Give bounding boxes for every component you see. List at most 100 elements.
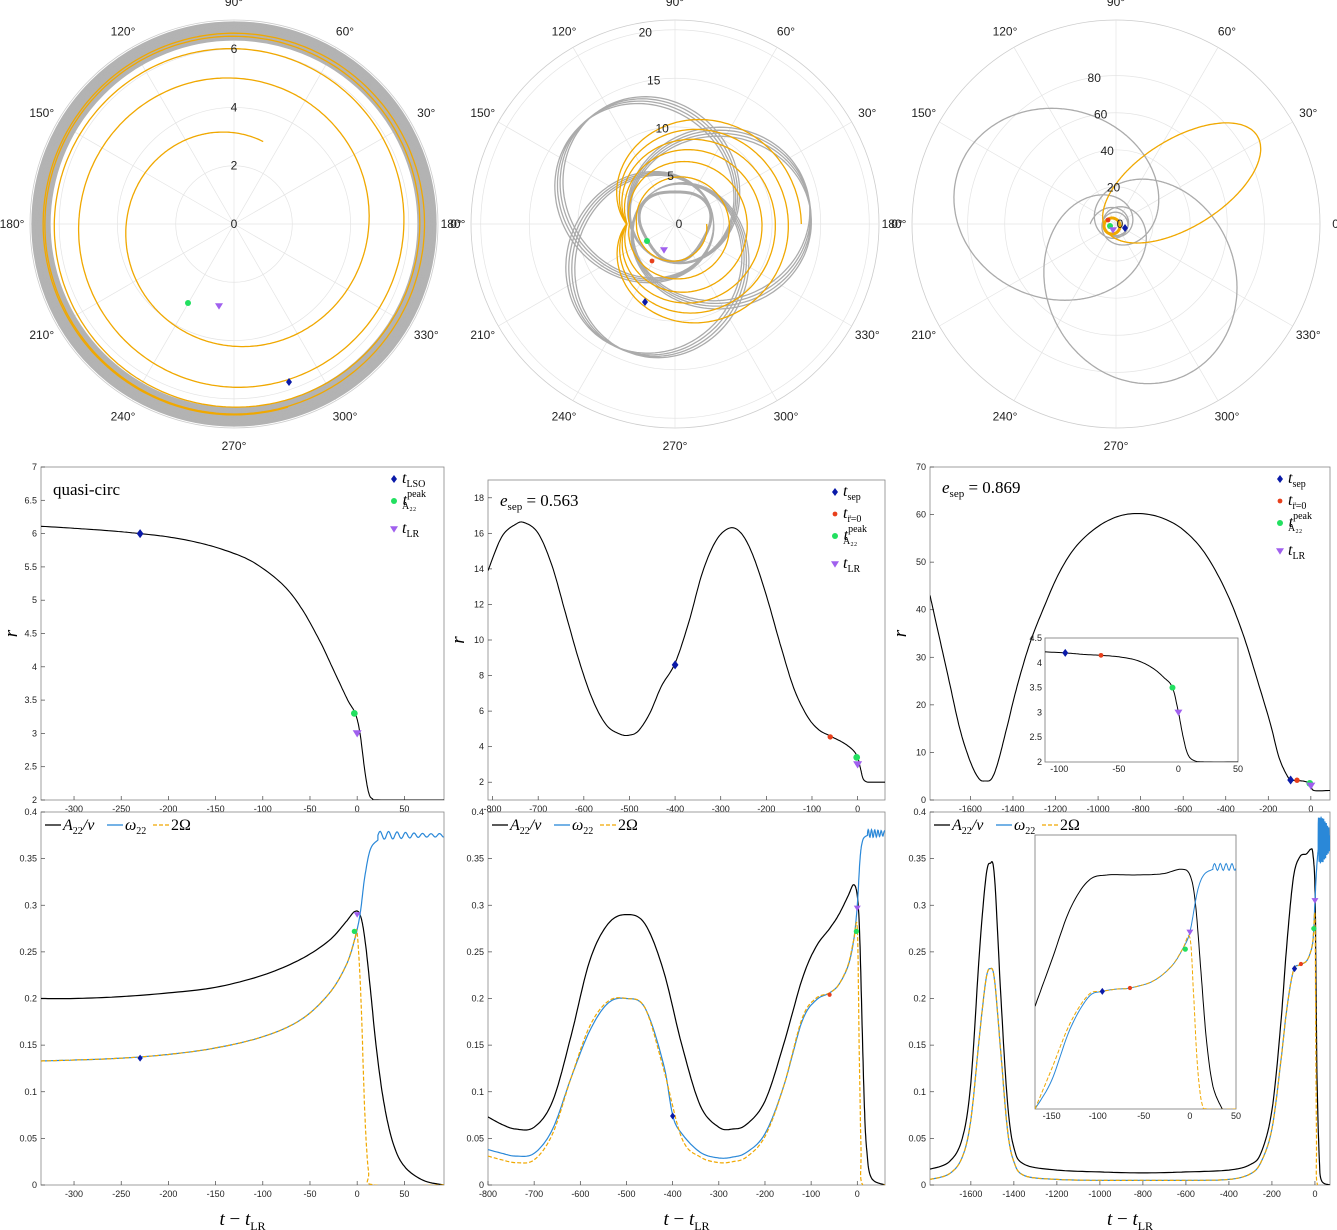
- legend-entry: ω22: [125, 817, 146, 837]
- x-tick-label: 50: [399, 1189, 409, 1199]
- gray-orbit: [39, 29, 429, 419]
- legend-entry: A22/ν: [62, 817, 95, 837]
- inset-frame: [1044, 637, 1239, 763]
- x-tick-label: 0: [855, 804, 860, 814]
- r-curve: [41, 525, 444, 800]
- marker-t-lr: [390, 526, 398, 533]
- t2: t: [1132, 1209, 1138, 1230]
- polar-angle-label: 90°: [1107, 0, 1125, 9]
- y-tick-label: 0.25: [908, 947, 926, 957]
- y-tick-label: 0.4: [24, 807, 37, 817]
- polar-angle-label: 180°: [441, 217, 466, 231]
- x-tick-label: -500: [617, 1189, 635, 1199]
- plot-frame: [487, 479, 886, 801]
- y-tick-label: 3.5: [24, 695, 37, 705]
- x-tick-label: 50: [399, 804, 409, 814]
- y-tick-label: 2: [479, 777, 484, 787]
- legend-entry: 2Ω: [171, 817, 191, 834]
- y-tick-label: 6.5: [24, 495, 37, 505]
- base: 2Ω: [1060, 817, 1080, 834]
- y-tick-label: 0.2: [471, 994, 484, 1004]
- polar-angle-label: 270°: [663, 439, 688, 453]
- sub: 22: [520, 826, 530, 837]
- y-tick-label: 6: [32, 529, 37, 539]
- inset-x-tick-label: 0: [1187, 1111, 1192, 1121]
- t: t: [663, 1209, 669, 1230]
- inset-plot: [1035, 862, 1236, 1109]
- marker-t-lr: [1306, 782, 1316, 790]
- e-sep-annotation: esep = 0.869: [942, 478, 1021, 500]
- gray-orbit: [34, 24, 434, 424]
- marker-t-lr: [1276, 548, 1284, 555]
- y-tick-label: 0.3: [471, 900, 484, 910]
- polar-radial-label: 0: [676, 217, 683, 231]
- y-tick-label: 2: [32, 795, 37, 805]
- x-tick-label: -200: [757, 804, 775, 814]
- x-tick-label: -1400: [1002, 1189, 1025, 1199]
- x-tick-label: -250: [112, 1189, 130, 1199]
- y-tick-label: 0.15: [19, 1040, 37, 1050]
- series-omega22: [41, 830, 444, 1062]
- chart-panel-6: -1600 -1400 -1200 -1000 -800 -600 -400 -200 000.…: [908, 807, 1331, 1230]
- base: ω: [572, 817, 583, 834]
- x-tick-label: -1600: [959, 1189, 982, 1199]
- legend-entry: tpeak A₂₂: [843, 524, 867, 547]
- polar-radial-label: 10: [655, 121, 669, 135]
- y-tick-label: 0.05: [466, 1133, 484, 1143]
- polar-grid-spoke: [674, 47, 778, 225]
- x-tick-label: -400: [664, 1189, 682, 1199]
- e: e: [942, 478, 950, 497]
- y-tick-label: 0.15: [908, 1040, 926, 1050]
- t: t: [843, 555, 848, 572]
- marker-t-peak: [832, 533, 838, 539]
- polar-grid-spoke: [131, 223, 235, 401]
- y-tick-label: 0.25: [466, 947, 484, 957]
- y-axis-label: r: [1, 629, 22, 637]
- val: = 0.869: [964, 478, 1020, 497]
- gray-orbit: [554, 96, 812, 359]
- base: ω: [1014, 817, 1025, 834]
- y-tick-label: 40: [916, 605, 926, 615]
- gray-orbit: [48, 38, 420, 410]
- polar-angle-label: 120°: [111, 25, 136, 39]
- marker-t-peak: [391, 498, 397, 504]
- plot-frame: [929, 466, 1331, 801]
- base: 2Ω: [171, 817, 191, 834]
- marker-t-rdd0: [1127, 985, 1133, 991]
- t: t: [843, 505, 848, 522]
- x-tick-label: -300: [712, 804, 730, 814]
- minus: −: [669, 1209, 689, 1230]
- rest: /ν: [971, 817, 984, 834]
- series-amplitude: [930, 848, 1330, 1185]
- marker-t-rdd0: [649, 258, 655, 264]
- polar-radial-label: 20: [639, 26, 653, 40]
- y-tick-label: 20: [916, 700, 926, 710]
- marker-t-peak: [853, 928, 860, 934]
- y-tick-label: 0: [921, 1180, 926, 1190]
- polar-angle-label: 330°: [414, 328, 439, 342]
- sub: LR: [847, 564, 860, 575]
- x-tick-label: -1200: [1045, 1189, 1068, 1199]
- polar-radial-label: 2: [231, 159, 238, 173]
- x-tick-label: -400: [1217, 804, 1235, 814]
- inset: -150 -100 -50 0 50: [1034, 834, 1241, 1121]
- plot-area: [41, 525, 444, 800]
- x-tick-label: -300: [65, 1189, 83, 1199]
- polar-radial-label: 5: [667, 169, 674, 183]
- polar-angle-label: 210°: [911, 328, 936, 342]
- x-axis-label: t − tLR: [1107, 1209, 1153, 1230]
- gray-orbit: [37, 27, 431, 421]
- x-tick-label: -300: [65, 804, 83, 814]
- polar-angle-label: 150°: [470, 106, 495, 120]
- inset-y-tick-label: 3.5: [1029, 683, 1042, 693]
- x-tick-label: -1000: [1088, 1189, 1111, 1199]
- series-two-omega: [41, 928, 444, 1185]
- marker-t-sep: [136, 529, 144, 539]
- marker-t-lr: [1174, 709, 1183, 716]
- legend-entry: ω22: [572, 817, 593, 837]
- polar-grid-spoke: [233, 223, 411, 327]
- orange-orbit: [616, 118, 802, 324]
- y-axis-label: r: [890, 629, 911, 637]
- marker-t-lr: [660, 247, 668, 254]
- polar-grid-spoke: [1115, 223, 1293, 327]
